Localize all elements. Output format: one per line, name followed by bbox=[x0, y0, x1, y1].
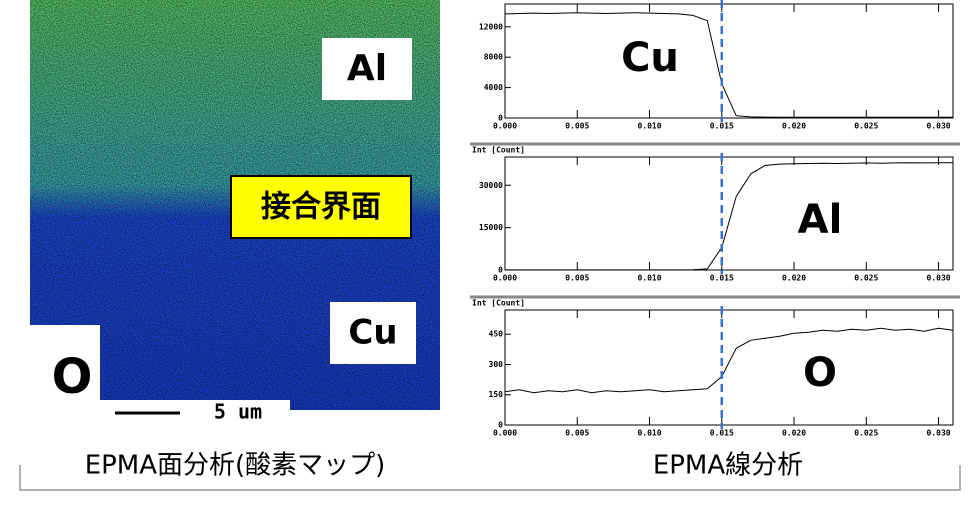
x-tick-label: 0.025 bbox=[854, 429, 878, 438]
x-tick-label: 0.030 bbox=[927, 122, 951, 131]
x-tick-label: 0.020 bbox=[782, 122, 806, 131]
map-label: 接合界面 bbox=[261, 190, 381, 225]
x-tick-label: 0.020 bbox=[782, 274, 806, 283]
figure: Al 接合界面 Cu O 5 um EPMA面分析(酸素マップ) EPMA線分析… bbox=[0, 0, 969, 504]
annotation: Al bbox=[798, 197, 843, 243]
x-tick-label: 0.030 bbox=[927, 429, 951, 438]
y-tick-label: 0 bbox=[498, 421, 503, 430]
x-tick-label: 0.010 bbox=[637, 274, 661, 283]
map-label: Cu bbox=[348, 313, 397, 353]
y-tick-label: 8000 bbox=[484, 53, 503, 62]
x-tick-label: 0.025 bbox=[854, 122, 878, 131]
data-line bbox=[505, 163, 953, 270]
scale-label: 5 um bbox=[214, 400, 262, 424]
caption: EPMA面分析(酸素マップ) bbox=[85, 451, 386, 481]
map-label: Al bbox=[347, 48, 387, 89]
y-tick-label: 450 bbox=[489, 330, 504, 339]
y-axis-label: Int [Count] bbox=[472, 146, 525, 155]
y-tick-label: 150 bbox=[489, 390, 504, 399]
plot-frame bbox=[505, 310, 953, 425]
annotation: Cu bbox=[621, 35, 679, 81]
x-tick-label: 0.025 bbox=[854, 274, 878, 283]
epma-map: Al 接合界面 Cu O 5 um bbox=[30, 0, 440, 430]
annotation: O bbox=[803, 350, 837, 396]
x-tick-label: 0.005 bbox=[565, 274, 589, 283]
plot-frame bbox=[505, 157, 953, 270]
x-tick-label: 0.000 bbox=[493, 274, 517, 283]
x-tick-label: 0.005 bbox=[565, 429, 589, 438]
x-tick-label: 0.030 bbox=[927, 274, 951, 283]
x-tick-label: 0.010 bbox=[637, 429, 661, 438]
y-axis-label: Int [Count] bbox=[472, 299, 525, 308]
data-line bbox=[505, 328, 953, 393]
x-tick-label: 0.000 bbox=[493, 429, 517, 438]
x-tick-label: 0.015 bbox=[710, 122, 734, 131]
x-tick-label: 0.005 bbox=[565, 122, 589, 131]
y-tick-label: 15000 bbox=[479, 223, 503, 232]
y-tick-label: 300 bbox=[489, 360, 504, 369]
x-tick-label: 0.010 bbox=[637, 122, 661, 131]
y-tick-label: 30000 bbox=[479, 181, 503, 190]
data-line bbox=[505, 13, 953, 118]
y-tick-label: 12000 bbox=[479, 22, 503, 31]
x-tick-label: 0.015 bbox=[710, 429, 734, 438]
x-tick-label: 0.015 bbox=[710, 274, 734, 283]
y-tick-label: 0 bbox=[498, 114, 503, 123]
y-tick-label: 0 bbox=[498, 266, 503, 275]
caption: EPMA線分析 bbox=[653, 451, 803, 481]
y-tick-label: 4000 bbox=[484, 83, 503, 92]
x-tick-label: 0.000 bbox=[493, 122, 517, 131]
map-element: O bbox=[52, 349, 93, 405]
x-tick-label: 0.020 bbox=[782, 429, 806, 438]
